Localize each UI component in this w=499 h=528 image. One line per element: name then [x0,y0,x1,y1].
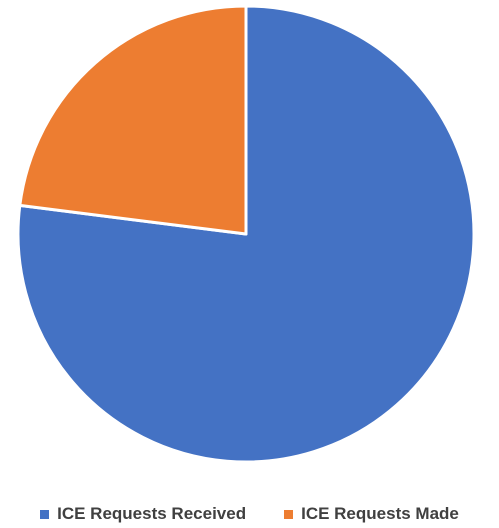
legend-item-made: ICE Requests Made [284,504,459,524]
pie-slice-made [18,4,248,236]
chart-legend: ICE Requests Received ICE Requests Made [0,500,499,528]
legend-label-received: ICE Requests Received [57,504,247,523]
legend-swatch-made [284,509,294,519]
pie-chart-svg [16,4,476,464]
legend-swatch-received [40,509,50,519]
pie-slice-received [16,4,476,464]
legend-item-received: ICE Requests Received [40,504,246,524]
legend-label-made: ICE Requests Made [301,504,459,523]
